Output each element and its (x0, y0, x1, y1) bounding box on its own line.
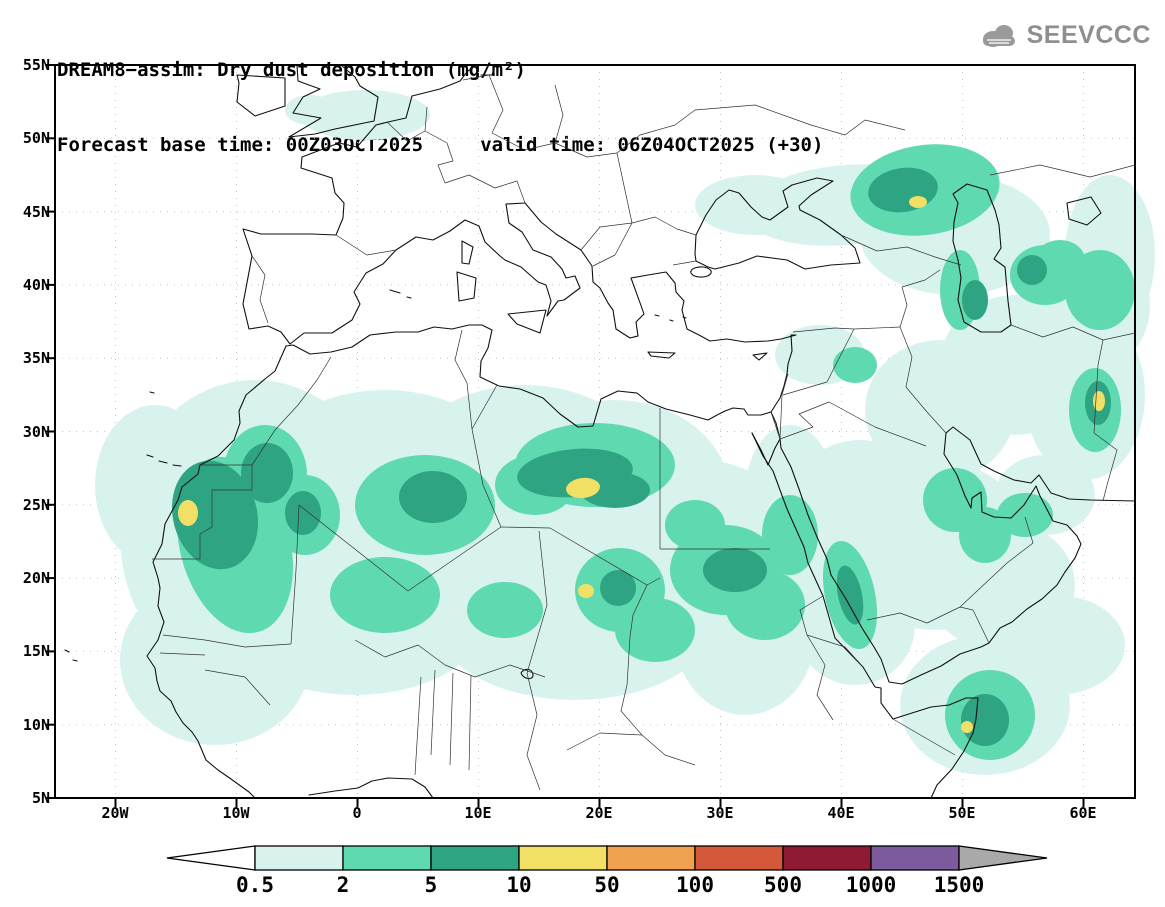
axis-tick-marks (46, 64, 1085, 807)
dust-shading-level-5 (172, 167, 1111, 746)
lat-label: 35N (22, 349, 50, 367)
colorbar-tick-label: 100 (676, 873, 714, 897)
colorbar-legend (166, 845, 1048, 871)
lon-label: 30E (706, 804, 734, 822)
lon-label: 60E (1069, 804, 1097, 822)
colorbar-segment (430, 845, 520, 871)
lat-label: 25N (22, 496, 50, 514)
lat-label: 45N (22, 203, 50, 221)
colorbar-tick-label: 1500 (933, 873, 985, 897)
colorbar-tick-label: 2 (336, 873, 350, 897)
colorbar-left-arrow (166, 845, 256, 871)
lat-label: 10N (22, 716, 50, 734)
colorbar-segment (694, 845, 784, 871)
colorbar-segment (342, 845, 432, 871)
colorbar-tick-label: 0.5 (236, 873, 274, 897)
lat-label: 30N (22, 423, 50, 441)
colorbar-segment (870, 845, 960, 871)
lat-label: 20N (22, 569, 50, 587)
dust-shading-level-10 (178, 196, 1105, 733)
colorbar-segment (518, 845, 608, 871)
colorbar-tick-label: 1000 (845, 873, 897, 897)
lat-label: 40N (22, 276, 50, 294)
seevccc-logo: SEEVCCC (977, 20, 1151, 50)
map-canvas (46, 64, 1155, 807)
lon-label: 40E (827, 804, 855, 822)
colorbar-tick-label: 5 (424, 873, 438, 897)
map-frame-border (54, 64, 1136, 799)
colorbar-right-arrow (958, 845, 1048, 871)
map-plot-area (46, 64, 1155, 807)
colorbar-tick-label: 10 (506, 873, 532, 897)
lon-label: 10W (222, 804, 250, 822)
lat-label: 55N (22, 56, 50, 74)
plot-subtitle: Forecast base time: 00Z03OCT2025 valid t… (57, 134, 824, 156)
coastlines (64, 64, 1136, 799)
lat-label: 5N (31, 789, 50, 807)
colorbar-tick-label: 50 (594, 873, 620, 897)
colorbar-segment (606, 845, 696, 871)
lon-label: 0 (352, 804, 362, 822)
lat-label: 50N (22, 129, 50, 147)
logo-text: SEEVCCC (1026, 20, 1151, 49)
cloud-icon (982, 25, 1015, 47)
colorbar-tick-label: 500 (764, 873, 802, 897)
lon-label: 50E (948, 804, 976, 822)
colorbar-segment (782, 845, 872, 871)
lon-label: 20W (101, 804, 129, 822)
country-borders (152, 74, 1136, 791)
colorbar-segment (254, 845, 344, 871)
lat-label: 15N (22, 642, 50, 660)
lon-label: 10E (464, 804, 492, 822)
lon-label: 20E (585, 804, 613, 822)
